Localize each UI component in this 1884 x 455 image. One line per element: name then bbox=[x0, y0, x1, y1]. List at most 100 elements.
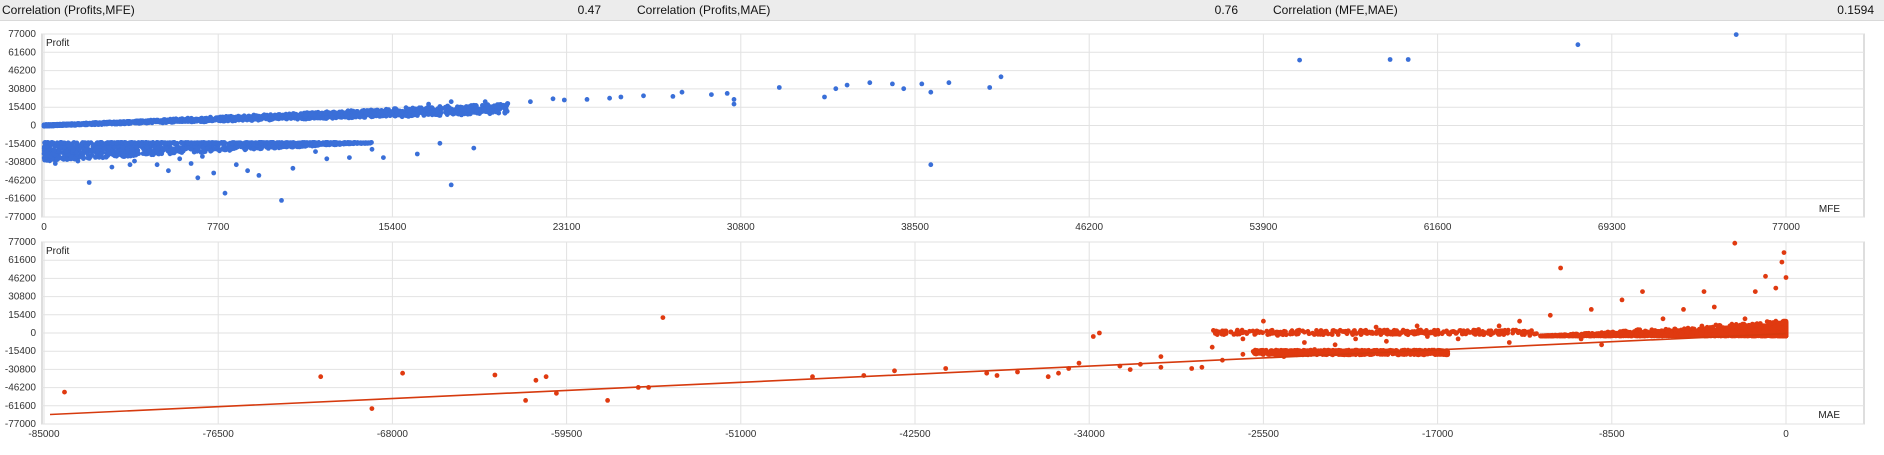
mfe-xtick-label: 23100 bbox=[553, 222, 581, 233]
mfe-point bbox=[81, 156, 86, 162]
mfe-point bbox=[211, 140, 217, 146]
mfe-point bbox=[64, 149, 69, 155]
mfe-point bbox=[121, 119, 127, 124]
mfe-point bbox=[204, 118, 210, 124]
mfe-xtick-label: 53900 bbox=[1249, 222, 1277, 233]
mfe-point bbox=[84, 147, 89, 152]
mfe-point bbox=[317, 111, 323, 116]
mfe-point bbox=[833, 86, 839, 92]
mfe-point bbox=[166, 168, 171, 174]
mfe-point bbox=[52, 161, 58, 166]
mfe-point bbox=[144, 119, 150, 124]
mfe-point bbox=[1405, 57, 1411, 62]
mfe-point bbox=[482, 99, 488, 105]
mfe-point bbox=[323, 110, 329, 116]
mfe-point bbox=[136, 151, 142, 157]
mfe-point bbox=[437, 140, 443, 146]
mfe-point bbox=[448, 99, 454, 105]
mfe-point bbox=[223, 114, 229, 119]
mfe-point bbox=[127, 162, 133, 168]
mfe-point bbox=[494, 109, 499, 115]
mfe-point bbox=[327, 111, 333, 116]
mfe-point bbox=[324, 156, 330, 162]
mfe-point bbox=[481, 107, 487, 113]
mfe-xtick-label: 30800 bbox=[727, 222, 755, 233]
mfe-point bbox=[167, 119, 173, 124]
mfe-point bbox=[349, 113, 355, 118]
mfe-point bbox=[431, 108, 437, 113]
mfe-point bbox=[229, 146, 234, 152]
mfe-point bbox=[67, 122, 73, 128]
mfe-point bbox=[426, 101, 431, 107]
mfe-point bbox=[448, 182, 454, 188]
mfe-point bbox=[375, 107, 380, 113]
mfe-point bbox=[113, 119, 119, 125]
mfe-point bbox=[221, 140, 227, 146]
mfe-point bbox=[336, 113, 342, 118]
mfe-point bbox=[447, 106, 452, 112]
mfe-point bbox=[731, 101, 737, 107]
mfe-point bbox=[179, 140, 185, 146]
mfe-point bbox=[136, 119, 142, 125]
mfe-point bbox=[379, 109, 384, 115]
mfe-point bbox=[670, 94, 676, 99]
mfe-point bbox=[946, 80, 952, 86]
mfe-point bbox=[195, 175, 201, 181]
mfe-point bbox=[138, 140, 144, 146]
mfe-point bbox=[101, 146, 107, 152]
mfe-ytick-label: -15400 bbox=[5, 139, 37, 150]
mfe-point bbox=[211, 170, 217, 176]
mfe-point bbox=[245, 140, 250, 145]
mfe-point bbox=[709, 92, 714, 97]
mfe-point bbox=[188, 161, 194, 166]
mfe-point bbox=[129, 140, 134, 145]
mfe-point bbox=[393, 106, 398, 111]
mfe-point bbox=[347, 140, 352, 146]
mfe-point bbox=[426, 112, 431, 117]
mfe-point bbox=[59, 122, 65, 128]
mfe-point bbox=[80, 140, 86, 145]
mfe-point bbox=[143, 140, 149, 145]
mfe-point bbox=[98, 151, 104, 157]
mfe-point bbox=[901, 86, 907, 92]
mfe-point bbox=[385, 112, 391, 118]
mfe-point bbox=[302, 113, 308, 119]
mfe-point bbox=[394, 112, 400, 118]
mfe-point bbox=[290, 142, 296, 147]
mfe-point bbox=[170, 148, 176, 154]
mfe-point bbox=[844, 82, 850, 88]
mfe-point bbox=[200, 145, 206, 151]
mfe-point bbox=[106, 151, 112, 156]
mfe-point bbox=[70, 148, 76, 153]
mfe-point bbox=[150, 152, 156, 158]
mfe-point bbox=[245, 168, 251, 174]
mfe-point bbox=[129, 146, 135, 152]
mfe-ytick-label: -46200 bbox=[5, 175, 37, 186]
mfe-point bbox=[85, 155, 91, 161]
mfe-point bbox=[254, 113, 259, 119]
correlation-bar: Correlation (Profits,MFE) 0.47 Correlati… bbox=[0, 0, 1884, 21]
mfe-point bbox=[65, 140, 71, 146]
mfe-chart-ylabel: Profit bbox=[46, 38, 70, 49]
mfe-point bbox=[389, 110, 395, 116]
mfe-point bbox=[200, 154, 205, 159]
mfe-point bbox=[724, 91, 730, 96]
mfe-point bbox=[261, 112, 267, 118]
mfe-point bbox=[51, 148, 57, 153]
mfe-xtick-label: 61600 bbox=[1424, 222, 1452, 233]
mfe-point bbox=[928, 162, 934, 168]
mfe-ytick-label: -30800 bbox=[5, 157, 37, 168]
mfe-point bbox=[313, 141, 318, 147]
mfe-point bbox=[106, 145, 112, 150]
mfe-point bbox=[406, 112, 412, 118]
mfe-point bbox=[217, 115, 223, 121]
mfe-point bbox=[822, 94, 827, 100]
mfe-point bbox=[92, 147, 98, 152]
mfe-point bbox=[503, 109, 509, 114]
mfe-point bbox=[230, 115, 235, 121]
mfe-point bbox=[279, 115, 285, 121]
mfe-point bbox=[155, 118, 161, 124]
mfe-point bbox=[107, 120, 112, 126]
mfe-point bbox=[237, 140, 243, 146]
